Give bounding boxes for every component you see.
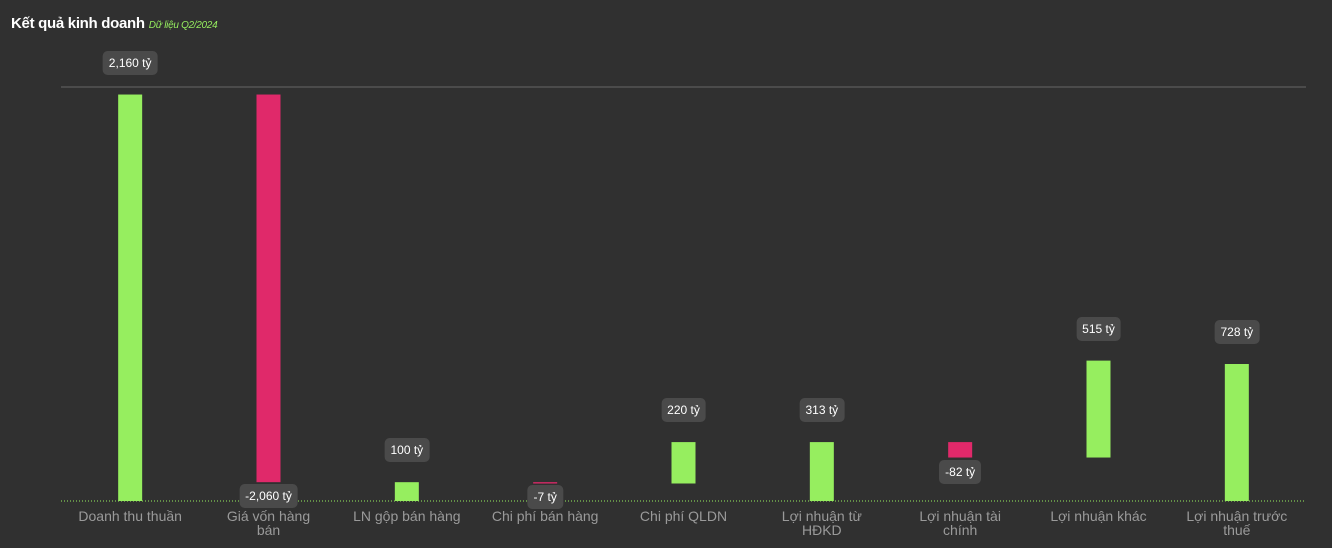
x-tick-label: LN gộp bán hàng	[353, 508, 461, 524]
data-label: -7 tỷ	[527, 485, 563, 510]
chart-subtitle: Dữ liệu Q2/2024	[148, 20, 218, 31]
bar	[1224, 364, 1249, 501]
x-tick-label: Lợi nhuận trước thuế	[1186, 508, 1288, 538]
bar	[533, 482, 558, 484]
data-label: -2,060 tỷ	[239, 484, 298, 509]
x-tick-label: Lợi nhuận từ HĐKD	[781, 508, 862, 538]
x-tick-label: Lợi nhuận tài chính	[919, 508, 1001, 538]
data-label: -82 tỷ	[939, 459, 982, 484]
x-tick-label: Giá vốn hàng bán	[226, 508, 311, 538]
bar	[118, 94, 143, 501]
data-label: 220 tỷ	[661, 398, 706, 423]
bar	[394, 482, 419, 501]
bar	[809, 442, 834, 501]
data-label: 728 tỷ	[1214, 320, 1260, 344]
chart-title-row: Kết quả kinh doanh Dữ liệu Q2/2024	[11, 15, 218, 32]
data-label: 100 tỷ	[384, 438, 430, 463]
x-tick-label: Chi phí bán hàng	[491, 508, 599, 524]
bar	[671, 442, 696, 484]
bar	[948, 442, 973, 458]
bar	[1086, 360, 1111, 458]
chart-title: Kết quả kinh doanh	[11, 15, 145, 32]
data-label: 2,160 tỷ	[102, 50, 158, 75]
data-label: 515 tỷ	[1076, 316, 1121, 341]
x-tick-label: Doanh thu thuần	[78, 508, 182, 524]
bar	[256, 94, 281, 483]
x-tick-label: Lợi nhuận khác	[1050, 508, 1147, 524]
data-label: 313 tỷ	[799, 398, 845, 423]
x-tick-label: Chi phí QLDN	[639, 508, 728, 524]
